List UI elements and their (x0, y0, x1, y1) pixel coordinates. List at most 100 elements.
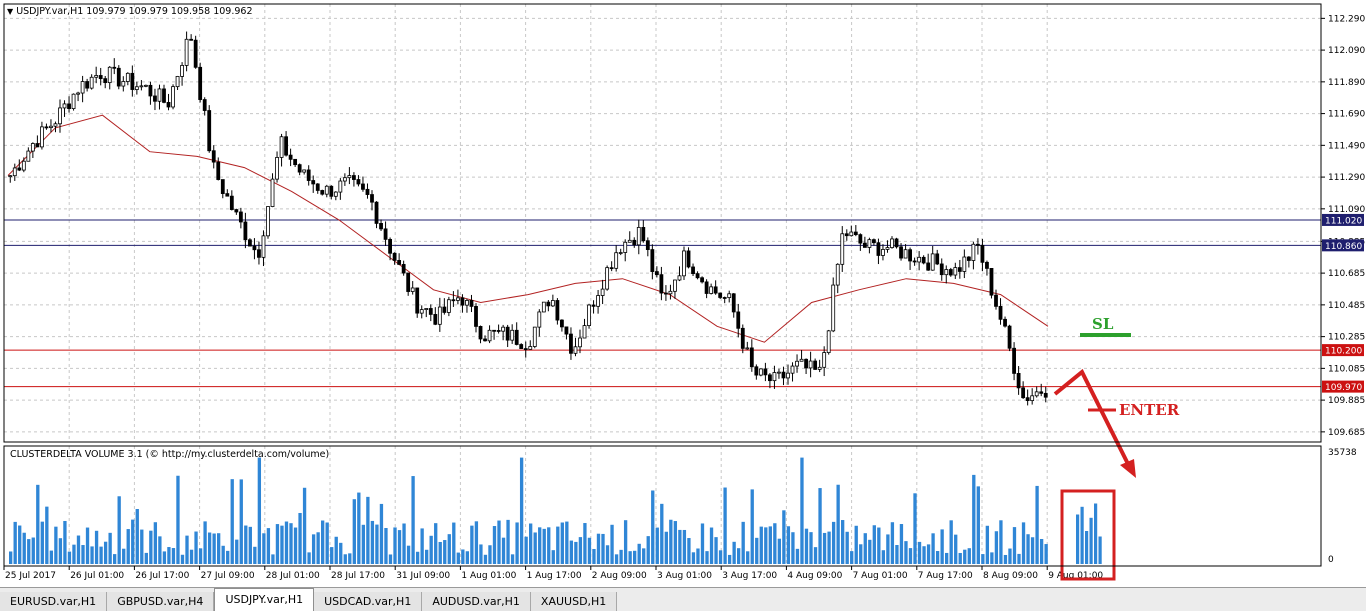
volume-bar (569, 540, 574, 564)
volume-bar (836, 484, 840, 564)
volume-bar (325, 522, 329, 564)
volume-bar (235, 539, 239, 564)
tab-usdcad[interactable]: USDCAD.var,H1 (314, 592, 423, 611)
candle-body (858, 234, 863, 244)
candle-body (930, 253, 935, 271)
candle-body (632, 239, 637, 246)
volume-bar (804, 528, 809, 564)
time-tick-label: 3 Aug 17:00 (722, 571, 777, 581)
candle-body (415, 287, 420, 314)
volume-bar (36, 484, 40, 564)
candle-body (356, 179, 361, 185)
candle-body (406, 272, 411, 292)
volume-bar (443, 540, 447, 564)
volume-bar (370, 520, 375, 564)
volume-bar (465, 551, 470, 564)
volume-bar (935, 551, 940, 564)
volume-bar (298, 512, 302, 564)
volume-bar (633, 550, 637, 564)
volume-bar (81, 545, 85, 564)
volume-bar (813, 547, 818, 564)
tab-xauusd[interactable]: XAUUSD,H1 (530, 592, 618, 611)
candle-body (474, 306, 478, 327)
chart-canvas[interactable]: 112.290 112.090 111.890 111.690 111.490 111.2… (0, 0, 1366, 585)
volume-bar (22, 532, 26, 564)
candle-body (26, 150, 31, 162)
volume-bar (578, 537, 583, 564)
volume-bar (85, 527, 90, 564)
volume-bar (510, 554, 515, 564)
volume-bar (402, 523, 406, 564)
candle-body (1025, 397, 1030, 402)
volume-bar (664, 531, 668, 564)
tab-gbpusd[interactable]: GBPUSD.var,H4 (107, 592, 215, 611)
volume-bar (393, 527, 397, 564)
tab-usdjpy[interactable]: USDJPY.var,H1 (214, 588, 315, 611)
volume-bar (307, 552, 311, 564)
candle-body (166, 101, 171, 108)
candle-body (560, 319, 564, 328)
volume-bar (131, 519, 135, 564)
time-tick-label: 8 Aug 09:00 (983, 571, 1038, 581)
candle-body (252, 245, 257, 251)
volume-bar (239, 479, 243, 564)
candle-body (953, 267, 958, 276)
chart-window[interactable]: 112.290 112.090 111.890 111.690 111.490 111.2… (0, 0, 1366, 585)
candle-body (53, 123, 58, 127)
volume-bar (207, 532, 212, 564)
candle-body (157, 88, 162, 102)
triangle-down-icon[interactable]: ▼ (7, 7, 14, 16)
volume-bar (800, 457, 804, 564)
candle-body (175, 76, 180, 88)
candle-body (333, 191, 338, 197)
volume-bar (384, 527, 388, 564)
volume-bar (438, 541, 442, 564)
volume-bar (1003, 554, 1008, 564)
candle-body (799, 358, 804, 362)
price-tick-label: 110.085 (1328, 364, 1365, 374)
volume-bar (198, 548, 203, 564)
volume-bar (397, 530, 402, 564)
volume-bar (917, 541, 922, 564)
candle-body (62, 103, 67, 109)
candle-body (284, 136, 288, 156)
volume-bar (99, 546, 103, 564)
volume-bar (248, 526, 252, 564)
candle-body (654, 271, 659, 276)
time-tick-label: 1 Aug 17:00 (527, 571, 582, 581)
volume-bar (122, 548, 126, 564)
projected-volume-bar (1089, 517, 1093, 564)
volume-bar (90, 546, 94, 564)
volume-bar (212, 533, 216, 564)
candle-body (957, 267, 962, 272)
price-level-label: 110.860 (1325, 242, 1362, 252)
sl-annotation: SL (1092, 315, 1114, 333)
volume-bar (651, 490, 655, 564)
volume-bar (890, 522, 895, 564)
price-tick-label: 112.290 (1328, 14, 1365, 24)
tab-eurusd[interactable]: EURUSD.var,H1 (0, 592, 108, 611)
candle-body (49, 125, 53, 128)
volume-bar (596, 533, 601, 564)
candle-body (614, 252, 619, 269)
volume-bar (506, 519, 510, 564)
volume-bar (452, 522, 456, 564)
volume-bar (795, 548, 800, 564)
volume-bar (764, 527, 768, 564)
candle-body (496, 330, 501, 332)
volume-bar (687, 538, 691, 564)
candle-body (433, 314, 438, 325)
volume-bar (782, 510, 786, 564)
horizontal-lines (4, 219, 1321, 388)
tab-audusd[interactable]: AUDUSD.var,H1 (422, 592, 531, 611)
volume-bar (67, 551, 72, 564)
volume-bar (994, 531, 999, 564)
volume-bar (515, 522, 519, 564)
chart-symbol: USDJPY.var,H1 (16, 6, 84, 17)
volume-bar (628, 551, 632, 564)
candle-body (89, 76, 94, 89)
volume-bar (682, 529, 687, 564)
volume-bar (601, 533, 605, 564)
candle-body (578, 337, 582, 348)
candle-body (985, 261, 989, 269)
